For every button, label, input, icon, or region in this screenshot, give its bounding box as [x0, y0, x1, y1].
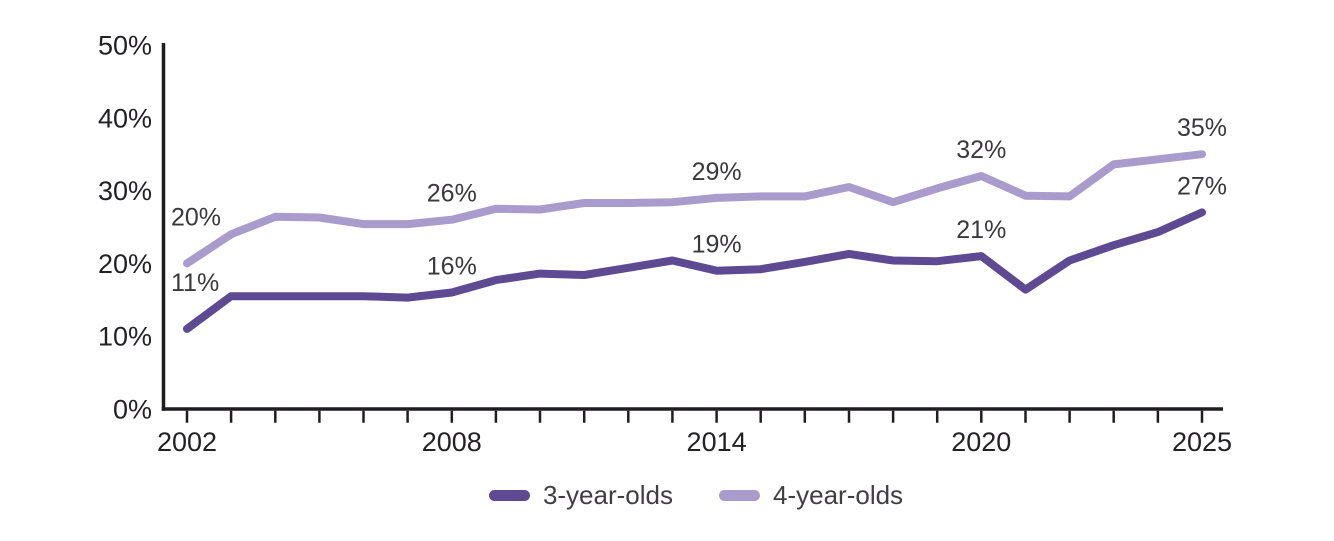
chart-legend: 3-year-olds 4-year-olds — [0, 482, 1334, 508]
legend-item-4-year-olds: 4-year-olds — [719, 482, 903, 508]
y-axis-tick-label: 20% — [98, 249, 152, 279]
y-axis-tick-label: 0% — [113, 395, 152, 425]
legend-item-3-year-olds: 3-year-olds — [488, 480, 673, 510]
series-line-3-year-olds — [183, 208, 1206, 333]
series-line-4-year-olds — [183, 150, 1206, 268]
y-axis-tick-label: 40% — [98, 103, 152, 133]
data-label-4-year-olds-2014: 29% — [692, 158, 742, 186]
legend-label-4-year-olds: 4-year-olds — [773, 480, 904, 510]
x-axis-tick-label: 2008 — [422, 427, 482, 457]
data-label-3-year-olds-2002: 11% — [171, 269, 219, 297]
data-label-4-year-olds-2002: 20% — [171, 203, 221, 231]
y-axis-tick-label: 50% — [98, 31, 152, 61]
legend-swatch-4-year-olds-icon — [719, 489, 760, 501]
x-axis-tick-label: 2002 — [157, 427, 217, 457]
x-axis-tick-label: 2025 — [1172, 427, 1232, 457]
y-axis-tick-label: 30% — [98, 176, 152, 206]
x-axis-tick-label: 2020 — [951, 427, 1011, 457]
x-axis-tick-label: 2014 — [687, 427, 747, 457]
data-label-4-year-olds-2025: 35% — [1177, 114, 1227, 142]
data-label-3-year-olds-2025: 27% — [1177, 172, 1227, 200]
legend-swatch-3-year-olds-icon — [488, 489, 530, 501]
data-label-3-year-olds-2014: 19% — [692, 231, 742, 259]
data-label-4-year-olds-2020: 32% — [956, 136, 1006, 164]
legend-label-3-year-olds: 3-year-olds — [542, 480, 673, 510]
y-axis-tick-label: 10% — [98, 322, 152, 352]
data-label-3-year-olds-2008: 16% — [427, 253, 477, 281]
data-label-3-year-olds-2020: 21% — [956, 216, 1006, 244]
data-label-4-year-olds-2008: 26% — [427, 180, 477, 208]
